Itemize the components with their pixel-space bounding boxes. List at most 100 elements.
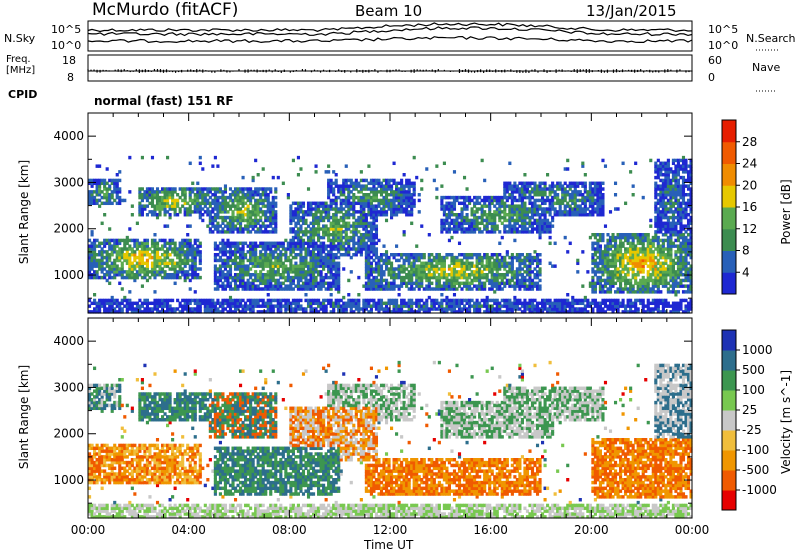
power-cell	[319, 218, 323, 223]
power-cell	[515, 255, 519, 260]
power-cell	[223, 244, 228, 248]
power-cell	[130, 275, 134, 280]
power-cell	[236, 244, 240, 248]
power-cell	[254, 244, 258, 248]
power-cell	[191, 270, 195, 274]
power-cell	[178, 195, 182, 200]
power-cell	[407, 204, 411, 208]
power-cell	[455, 298, 459, 303]
power-cell	[465, 281, 469, 286]
power-cell	[228, 273, 233, 277]
power-cell	[387, 273, 391, 277]
power-cell	[261, 167, 265, 171]
power-cell	[145, 195, 149, 200]
power-cell	[301, 284, 306, 288]
power-cell	[216, 267, 220, 271]
power-cell	[241, 227, 245, 231]
power-cell	[538, 235, 542, 240]
power-cell	[271, 241, 275, 246]
power-cell	[490, 224, 494, 228]
power-cell	[493, 198, 497, 203]
power-cell	[576, 198, 580, 203]
power-cell	[374, 264, 379, 268]
power-cell	[304, 253, 308, 257]
power-cell	[289, 227, 293, 231]
power-cell	[246, 264, 250, 268]
power-cell	[357, 218, 361, 223]
power-cell	[339, 193, 343, 197]
power-cell	[249, 210, 253, 214]
power-cell	[553, 304, 557, 308]
power-cell	[322, 307, 326, 311]
power-cell	[289, 270, 293, 274]
power-cell	[228, 204, 233, 208]
power-cell	[246, 207, 250, 211]
power-cell	[457, 258, 462, 263]
power-cell	[377, 181, 381, 186]
power-cell	[269, 253, 273, 257]
power-cell	[485, 218, 489, 223]
power-cell	[349, 230, 353, 234]
power-cell	[528, 304, 532, 308]
power-cell	[498, 287, 502, 291]
power-cell	[98, 250, 102, 254]
power-cell	[525, 284, 530, 288]
power-cell	[513, 207, 517, 211]
power-cell	[299, 235, 303, 240]
power-cell	[362, 244, 366, 248]
power-cell	[115, 190, 119, 194]
power-cell	[533, 221, 537, 226]
power-cell	[143, 247, 147, 251]
power-cell	[241, 310, 245, 314]
power-cell	[369, 270, 373, 274]
power-cell	[410, 310, 414, 314]
power-cell	[372, 298, 376, 303]
power-cell	[150, 310, 155, 314]
power-cell	[546, 195, 550, 200]
power-cell	[289, 284, 293, 288]
power-cell	[538, 278, 542, 283]
power-cell	[203, 201, 207, 206]
power-cell	[541, 190, 545, 194]
power-cell	[211, 215, 215, 220]
power-cell	[271, 310, 275, 314]
power-cell	[452, 258, 457, 263]
power-cell	[490, 284, 494, 288]
power-cell	[339, 207, 343, 211]
power-cell	[339, 253, 343, 257]
power-cell	[228, 255, 233, 260]
power-cell	[339, 233, 343, 237]
power-cell	[314, 307, 318, 311]
power-cell	[329, 187, 333, 191]
power-cell	[261, 310, 265, 314]
power-cell	[291, 310, 295, 314]
power-cell	[425, 275, 429, 280]
power-cell	[188, 247, 192, 251]
power-cell	[430, 275, 434, 280]
power-cell	[478, 253, 482, 257]
power-cell	[269, 281, 273, 286]
power-cell	[382, 184, 386, 188]
power-cell	[533, 193, 537, 197]
power-cell	[281, 270, 285, 274]
power-cell	[387, 307, 391, 311]
power-cell	[520, 258, 524, 263]
power-cell	[319, 210, 323, 214]
power-cell	[140, 213, 144, 217]
power-cell	[251, 193, 255, 197]
power-cell	[384, 307, 389, 311]
power-cell	[286, 301, 290, 306]
power-cell	[178, 210, 182, 214]
power-cell	[269, 264, 273, 268]
power-cell	[113, 310, 117, 314]
power-cell	[150, 155, 155, 160]
power-cell	[468, 301, 472, 306]
power-cell	[153, 298, 157, 303]
power-cell	[483, 287, 487, 291]
power-cell	[369, 181, 373, 186]
power-cell	[314, 255, 318, 260]
power-cell	[528, 261, 532, 266]
power-cell	[264, 193, 268, 197]
power-cell	[128, 247, 132, 251]
power-cell	[374, 261, 379, 266]
